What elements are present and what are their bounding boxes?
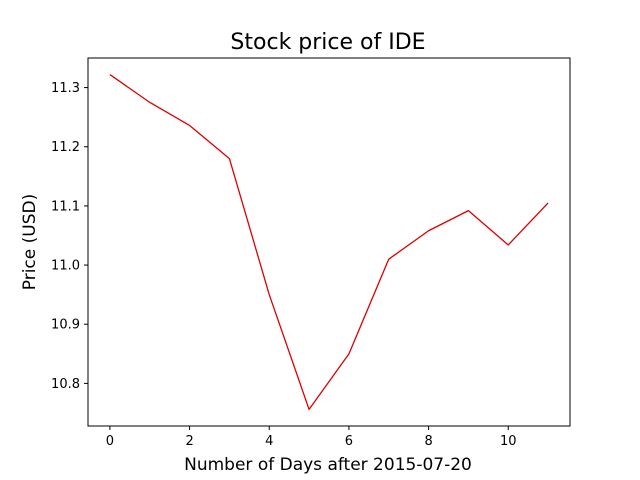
x-tick-label-6: 6 (345, 434, 353, 449)
chart-title: Stock price of IDE (230, 30, 425, 55)
x-tick-label-8: 8 (424, 434, 432, 449)
plot-area: 0 2 4 6 8 10 10.8 10.9 11.0 11.1 11.2 11.3 (51, 57, 571, 449)
y-tick-label-5: 11.3 (51, 81, 80, 96)
x-tick-label-10: 10 (500, 434, 517, 449)
series-line-0 (109, 74, 549, 411)
x-axis-label: Number of Days after 2015-07-20 (184, 455, 472, 475)
x-tick-label-0: 0 (106, 434, 114, 449)
y-tick-label-4: 11.2 (51, 140, 80, 155)
y-tick-label-3: 11.1 (51, 199, 80, 214)
y-tick-label-1: 10.9 (51, 318, 80, 333)
axes-frame (87, 57, 571, 427)
y-tick-label-2: 11.0 (51, 259, 80, 274)
x-tick-label-4: 4 (265, 434, 273, 449)
x-tick-label-2: 2 (185, 434, 193, 449)
y-axis-label: Price (USD) (20, 194, 40, 290)
y-tick-label-0: 10.8 (51, 377, 80, 392)
